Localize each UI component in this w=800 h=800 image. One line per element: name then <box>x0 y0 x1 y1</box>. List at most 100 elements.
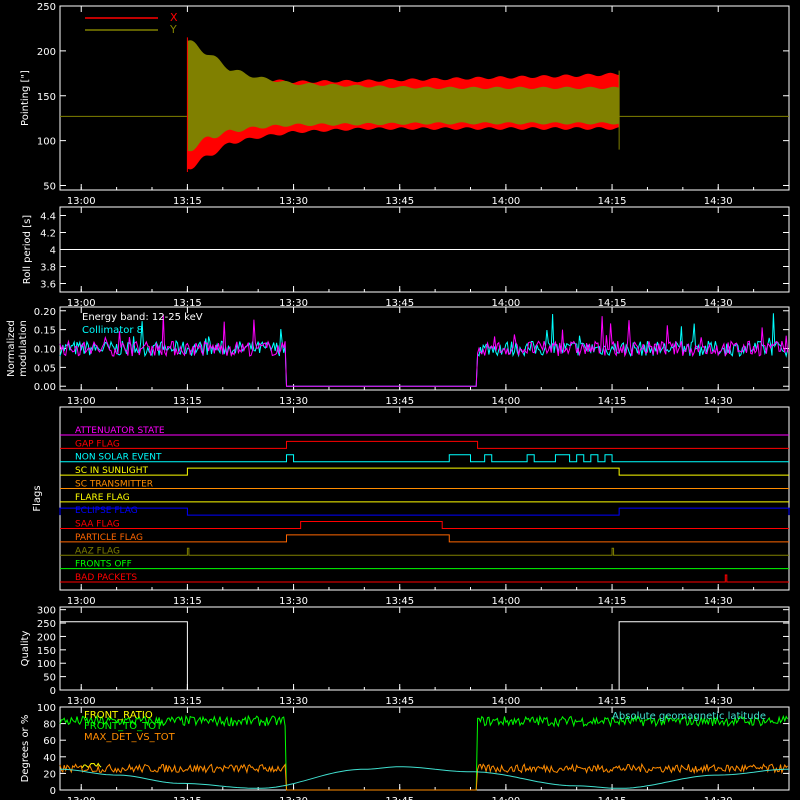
flag-trace <box>60 440 789 449</box>
flag-label: ECLIPSE FLAG <box>75 506 138 516</box>
y-tick-label: 40 <box>43 753 56 764</box>
flag-label: BAD PACKETS <box>75 573 137 583</box>
plot-frame <box>59 5 790 191</box>
x-tick-label: 14:30 <box>704 596 733 607</box>
y-tick-label: 150 <box>37 646 56 657</box>
y-tick-label: 4.4 <box>40 212 56 223</box>
y-tick-label: 80 <box>43 720 56 731</box>
legend-label-geomagnetic: Absolute geomagnetic latitude <box>612 711 766 722</box>
flag-label: FRONTS OFF <box>75 560 132 570</box>
x-tick-label: 13:30 <box>279 696 308 707</box>
ratios-panel: 13:00 13:15 13:30 13:45 14:00 14:15 14:30 0 20 40… <box>20 703 790 800</box>
quality-panel: 13:00 13:15 13:30 13:45 14:00 14:15 14:30 0 50 10… <box>20 606 790 707</box>
legend-label-front-ratio: FRONT_RATIO <box>84 710 153 721</box>
legend-label-x: X <box>170 11 178 24</box>
x-tick-label: 13:45 <box>385 696 414 707</box>
x-tick-label: 13:15 <box>173 796 202 800</box>
modulation-panel: 13:00 13:15 13:30 13:45 14:00 14:15 14:30 0.00 0… <box>6 306 790 407</box>
x-tick-label: 14:15 <box>598 298 627 309</box>
y-tick-label: 100 <box>37 703 56 714</box>
y-axis-label: Degrees or % <box>20 715 31 783</box>
x-tick-label: 14:15 <box>598 596 627 607</box>
flag-label: PARTICLE FLAG <box>75 533 143 543</box>
roll-panel: 13:00 13:15 13:30 13:45 14:00 14:15 14:30 3.6 3.… <box>22 206 790 309</box>
y-tick-label: 100 <box>37 659 56 670</box>
y-tick-label: 250 <box>37 2 56 13</box>
x-tick-label: 14:00 <box>491 196 520 207</box>
ratio-series-1 <box>59 714 789 791</box>
flag-trace <box>60 521 789 530</box>
y-tick-label: 300 <box>37 606 56 617</box>
x-tick-label: 14:00 <box>491 298 520 309</box>
x-tick-label: 14:00 <box>491 796 520 800</box>
flag-trace <box>60 534 789 543</box>
x-tick-label: 14:30 <box>704 696 733 707</box>
y-tick-label: 150 <box>37 92 56 103</box>
legend-label-front-to-tot: FRONT_TO_TOT <box>84 721 163 732</box>
flag-label: ATTENUATOR STATE <box>75 426 165 436</box>
plot-frame <box>59 406 790 591</box>
x-tick-label: 14:00 <box>491 596 520 607</box>
x-tick-label: 14:15 <box>598 696 627 707</box>
pointing-panel: 13:00 13:15 13:30 13:45 14:00 14:15 14:30 50 100… <box>20 2 790 207</box>
y-axis-label: Roll period [s] <box>22 215 33 284</box>
x-tick-label: 13:15 <box>173 696 202 707</box>
flag-label: SC IN SUNLIGHT <box>75 466 149 476</box>
y-tick-label: 3.6 <box>40 280 56 291</box>
x-tick-label: 14:15 <box>598 196 627 207</box>
y-tick-label: 4.2 <box>40 229 56 240</box>
y-tick-label: 0 <box>50 786 56 797</box>
y-tick-label: 200 <box>37 47 56 58</box>
y-tick-label: 250 <box>37 619 56 630</box>
x-tick-label: 14:15 <box>598 396 627 407</box>
flag-label: GAP FLAG <box>75 439 120 449</box>
ratio-series-0 <box>80 762 102 769</box>
x-tick-label: 14:30 <box>704 796 733 800</box>
y-tick-label: 200 <box>37 632 56 643</box>
flag-label: FLARE FLAG <box>75 493 130 503</box>
ratio-series-2 <box>59 762 788 791</box>
flag-trace <box>60 454 789 463</box>
y-axis-label: Quality <box>20 631 31 667</box>
flag-label: AAZ FLAG <box>75 546 120 556</box>
quality-line <box>60 621 789 691</box>
y-tick-label: 3.8 <box>40 263 56 274</box>
plot-frame <box>59 606 790 691</box>
x-tick-label: 13:30 <box>279 596 308 607</box>
y-tick-label: 0 <box>50 686 56 697</box>
energy-band-annotation: Energy band: 12-25 keV <box>82 312 203 323</box>
flag-trace <box>60 547 789 556</box>
series-band-y <box>187 40 620 152</box>
x-tick-label: 14:30 <box>704 396 733 407</box>
flag-trace <box>60 574 789 583</box>
flag-trace <box>60 467 789 476</box>
x-tick-label: 14:00 <box>491 696 520 707</box>
y-tick-label: 0.20 <box>34 307 56 318</box>
y-tick-label: 100 <box>37 137 56 148</box>
y-tick-label: 20 <box>43 769 56 780</box>
y-tick-label: 60 <box>43 736 56 747</box>
ratio-series-3 <box>60 766 789 789</box>
x-tick-label: 13:00 <box>67 196 96 207</box>
y-tick-label: 50 <box>43 182 56 193</box>
x-tick-label: 14:30 <box>704 196 733 207</box>
x-tick-label: 13:45 <box>385 596 414 607</box>
y-tick-label: 4 <box>50 246 56 257</box>
y-tick-label: 50 <box>43 673 56 684</box>
x-tick-label: 13:45 <box>385 298 414 309</box>
x-tick-label: 13:00 <box>67 696 96 707</box>
y-axis-label: Pointing ["] <box>20 70 31 126</box>
legend-label-collimator: Collimator 8 <box>82 325 143 336</box>
x-tick-label: 13:45 <box>385 196 414 207</box>
x-tick-label: 14:30 <box>704 298 733 309</box>
x-tick-label: 13:30 <box>279 196 308 207</box>
y-tick-label: 0.15 <box>34 326 56 337</box>
y-axis-label: Normalized <box>6 320 17 377</box>
y-tick-label: 0.05 <box>34 363 56 374</box>
flag-label: SC TRANSMITTER <box>75 479 153 489</box>
x-tick-label: 14:00 <box>491 396 520 407</box>
x-tick-label: 14:15 <box>598 796 627 800</box>
x-tick-label: 13:15 <box>173 196 202 207</box>
x-tick-label: 13:30 <box>279 396 308 407</box>
